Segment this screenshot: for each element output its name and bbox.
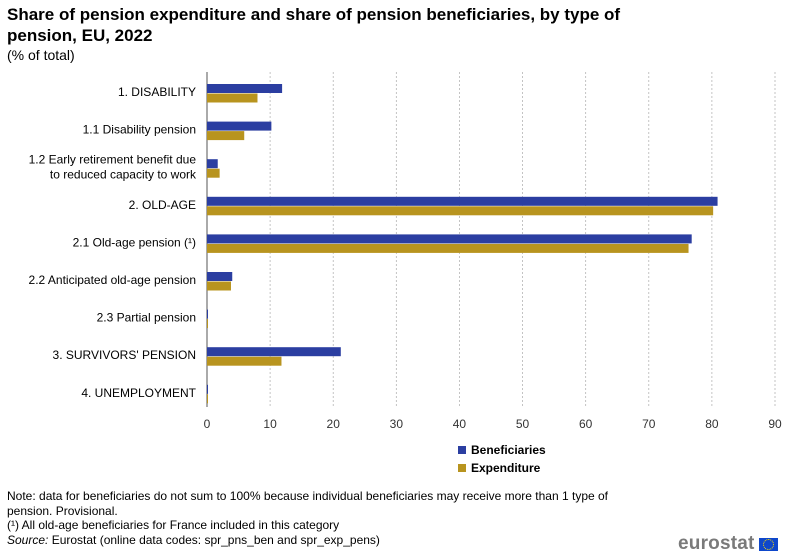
x-tick-label: 0: [204, 417, 211, 431]
note-text: Note: data for beneficiaries do not sum …: [7, 489, 609, 518]
source-text: Eurostat (online data codes: spr_pns_ben…: [48, 532, 380, 547]
legend-item-beneficiaries: Beneficiaries: [458, 441, 546, 459]
bar-beneficiaries: [207, 384, 208, 394]
legend-swatch-expenditure: [458, 464, 466, 472]
eu-flag-icon: [758, 537, 778, 551]
x-tick-label: 90: [768, 417, 782, 431]
bar-beneficiaries: [207, 234, 692, 244]
bar-expenditure: [207, 131, 245, 141]
bar-beneficiaries: [207, 309, 208, 319]
eurostat-logo: eurostat: [678, 533, 778, 555]
x-tick-label: 50: [516, 417, 530, 431]
category-label: 2. OLD-AGE: [129, 198, 196, 212]
bar-expenditure: [207, 281, 231, 291]
bar-beneficiaries: [207, 196, 718, 206]
footnote-text: (¹) All old-age beneficiaries for France…: [7, 518, 340, 532]
legend-item-expenditure: Expenditure: [458, 459, 546, 477]
logo-text: eurostat: [678, 533, 755, 554]
bar-beneficiaries: [207, 347, 341, 357]
source-line: Source: Eurostat (online data codes: spr…: [7, 533, 647, 548]
bar-expenditure: [207, 356, 282, 366]
bar-chart: 0 10 20 30 40 50 60 70 80 90 1. DISABILITY 1.1 Disa…: [29, 72, 782, 431]
x-tick-label: 80: [705, 417, 719, 431]
bar-expenditure: [207, 93, 258, 103]
bar-beneficiaries: [207, 159, 218, 169]
bar-expenditure: [207, 206, 714, 216]
chart-subtitle: (% of total): [7, 47, 75, 63]
legend-swatch-beneficiaries: [458, 446, 466, 454]
category-label: 1.2 Early retirement benefit due to reduc…: [29, 153, 197, 182]
legend-label-beneficiaries: Beneficiaries: [471, 443, 546, 457]
bar-expenditure: [207, 394, 208, 404]
chart-title: Share of pension expenditure and share o…: [7, 5, 621, 45]
legend-label-expenditure: Expenditure: [471, 461, 541, 475]
x-tick-label: 40: [453, 417, 467, 431]
x-tick-label: 60: [579, 417, 593, 431]
category-label: 1. DISABILITY: [118, 85, 196, 99]
bar-expenditure: [207, 319, 208, 329]
bar-expenditure: [207, 168, 220, 178]
category-label: 1.1 Disability pension: [83, 123, 196, 137]
notes: Note: data for beneficiaries do not sum …: [7, 489, 647, 547]
bar-beneficiaries: [207, 121, 272, 131]
x-tick-label: 20: [327, 417, 341, 431]
bar-beneficiaries: [207, 84, 283, 93]
legend: Beneficiaries Expenditure: [458, 441, 546, 477]
source-label: Source:: [7, 532, 49, 547]
category-label: 2.1 Old-age pension (¹): [73, 235, 196, 249]
bar-beneficiaries: [207, 272, 233, 281]
category-label: 2.2 Anticipated old-age pension: [29, 273, 196, 287]
x-tick-label: 10: [263, 417, 277, 431]
category-label: 2.3 Partial pension: [97, 311, 196, 325]
category-label: 3. SURVIVORS' PENSION: [53, 348, 196, 362]
bar-expenditure: [207, 243, 689, 253]
x-tick-label: 30: [390, 417, 404, 431]
category-label: 4. UNEMPLOYMENT: [81, 386, 196, 400]
x-tick-label: 70: [642, 417, 656, 431]
